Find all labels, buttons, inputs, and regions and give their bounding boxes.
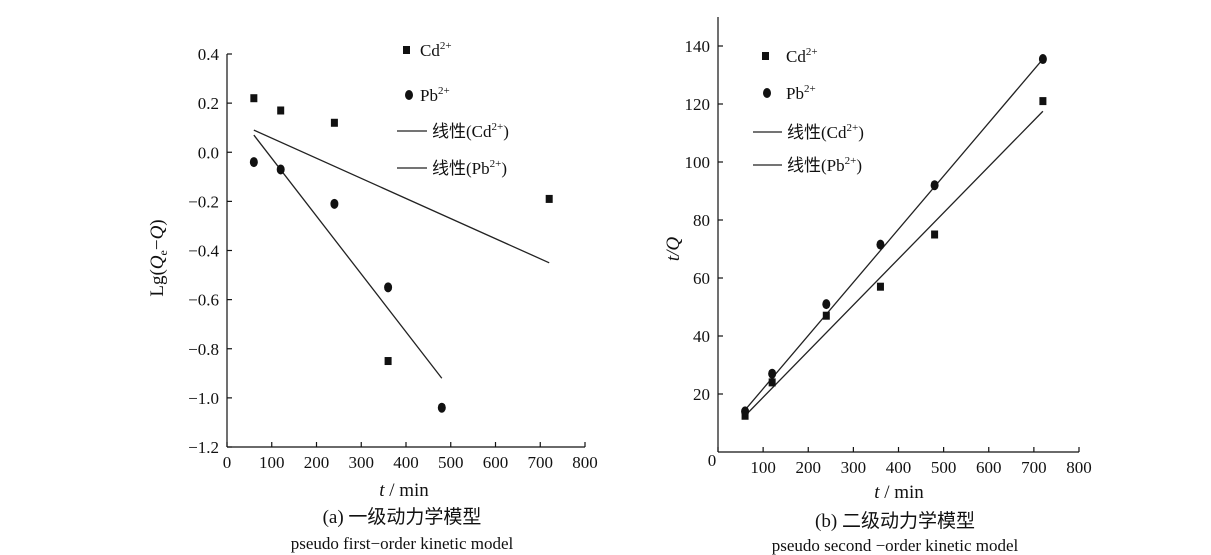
point-pb	[930, 180, 939, 191]
point-pb	[822, 299, 831, 310]
point-cd	[545, 194, 553, 203]
point-pb	[437, 402, 446, 413]
x-tick-label: 500	[438, 453, 464, 472]
y-tick-label: 120	[685, 95, 711, 114]
point-cd	[1039, 97, 1047, 106]
legend-cd-marker	[762, 52, 769, 60]
y-tick-label: 0.2	[198, 94, 219, 113]
panel-b: 0 100 200 300 400 500 600 700 800 20 40 60 80 100 120 1…	[663, 17, 1092, 555]
fit-line-cd	[253, 129, 550, 264]
x-tick-label: 0	[708, 451, 717, 470]
x-tick-label: 800	[1066, 458, 1092, 477]
legend-pb-label: Pb2+	[786, 83, 816, 103]
y-tick-label: −0.8	[188, 340, 219, 359]
point-cd	[822, 311, 830, 320]
point-pb	[768, 368, 777, 379]
point-cd	[876, 282, 884, 291]
x-tick-label: 800	[572, 453, 598, 472]
y-tick-label: 60	[693, 269, 710, 288]
panel-b-xlabel: t / min	[874, 482, 924, 503]
y-tick-label: −1.2	[188, 438, 219, 457]
x-tick-label: 100	[259, 453, 285, 472]
panel-a-legend: Cd2+ Pb2+ 线性(Cd2+) 线性(Pb2+)	[397, 40, 509, 178]
x-tick-label: 200	[796, 458, 822, 477]
legend-cd-marker	[403, 46, 410, 54]
x-tick-label: 700	[528, 453, 554, 472]
point-pb	[741, 406, 750, 417]
panel-b-ylabel: t/Q	[663, 237, 684, 262]
y-tick-label: −0.6	[188, 291, 219, 310]
x-tick-label: 300	[841, 458, 867, 477]
point-pb	[276, 164, 285, 175]
x-tick-label: 600	[483, 453, 509, 472]
y-tick-label: −1.0	[188, 389, 219, 408]
x-tick-label: 200	[304, 453, 330, 472]
point-cd	[768, 378, 776, 387]
legend-pb-marker	[405, 90, 413, 100]
panel-a-xlabel: t / min	[379, 480, 429, 501]
x-tick-label: 300	[349, 453, 375, 472]
x-tick-label: 600	[976, 458, 1002, 477]
y-tick-label: 0.4	[198, 45, 220, 64]
point-cd	[277, 106, 285, 115]
fit-line-cd	[744, 110, 1044, 417]
legend-pb-label: Pb2+	[420, 85, 450, 105]
fit-line-pb	[253, 134, 443, 379]
y-tick-label: 20	[693, 385, 710, 404]
point-pb	[249, 157, 258, 168]
panel-a-subtitle: pseudo first−order kinetic model	[291, 534, 514, 553]
y-tick-label: 40	[693, 327, 710, 346]
panel-b-subtitle: pseudo second −order kinetic model	[772, 536, 1019, 555]
panel-a: 0 100 200 300 400 500 600 700 800 −1.2 −1.0 −0.8 −0.…	[147, 40, 598, 553]
legend-cd-label: Cd2+	[420, 40, 452, 60]
x-tick-label: 500	[931, 458, 957, 477]
y-tick-label: −0.2	[188, 192, 219, 211]
point-cd	[250, 94, 258, 103]
point-pb	[330, 198, 339, 209]
x-tick-label: 400	[393, 453, 419, 472]
fit-line-pb	[744, 58, 1044, 411]
point-cd	[931, 230, 939, 239]
x-tick-label: 100	[750, 458, 776, 477]
legend-fit-pb-label: 线性(Pb2+)	[432, 158, 507, 178]
panel-a-ylabel: Lg(Qe−Q)	[147, 219, 170, 296]
point-cd	[384, 357, 392, 366]
point-pb	[876, 239, 885, 250]
legend-fit-cd-label: 线性(Cd2+)	[787, 122, 864, 142]
point-cd	[330, 118, 338, 127]
y-tick-label: 0.0	[198, 143, 219, 162]
panel-b-legend: Cd2+ Pb2+ 线性(Cd2+) 线性(Pb2+)	[753, 46, 864, 175]
y-tick-label: 80	[693, 211, 710, 230]
legend-fit-cd-label: 线性(Cd2+)	[432, 121, 509, 141]
point-pb	[1038, 54, 1047, 65]
legend-fit-pb-label: 线性(Pb2+)	[787, 155, 862, 175]
y-tick-label: −0.4	[188, 242, 219, 261]
panel-a-title: (a) 一级动力学模型	[323, 506, 482, 528]
legend-pb-marker	[763, 88, 771, 98]
x-tick-label: 700	[1021, 458, 1047, 477]
y-tick-label: 100	[685, 153, 711, 172]
point-pb	[384, 282, 393, 293]
x-tick-label: 400	[886, 458, 912, 477]
legend-cd-label: Cd2+	[786, 46, 818, 66]
panel-b-title: (b) 二级动力学模型	[815, 510, 975, 532]
x-tick-label: 0	[223, 453, 232, 472]
y-tick-label: 140	[685, 37, 711, 56]
